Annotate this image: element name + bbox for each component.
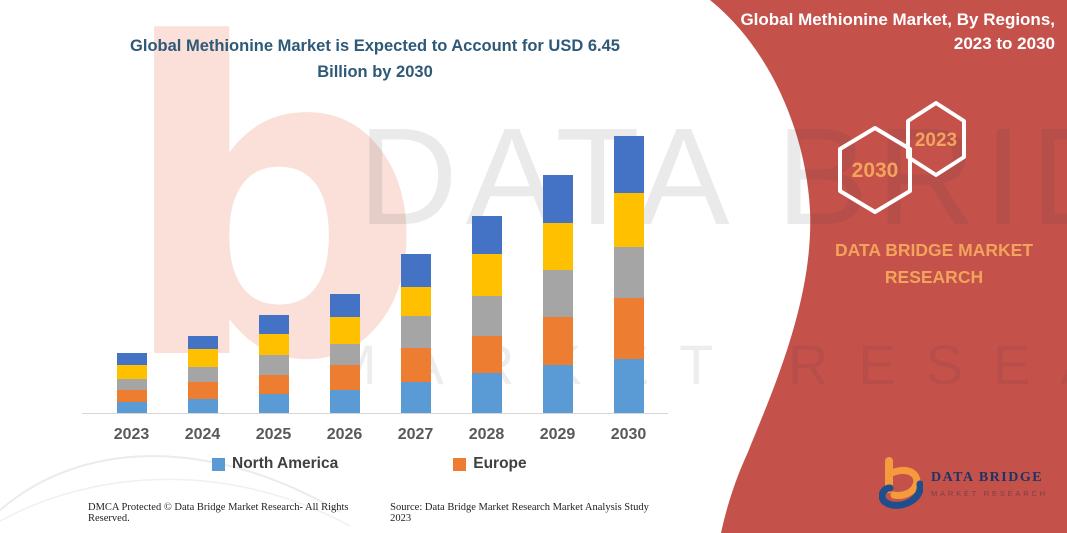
bar-segment (471, 336, 502, 373)
bar-segment (400, 382, 431, 413)
bar-segment (542, 317, 573, 365)
bar-segment (613, 298, 644, 359)
bar-segment (187, 399, 218, 413)
bar-segment (258, 315, 289, 334)
databridge-logo: DATA BRIDGE MARKET RESEARCH (879, 457, 1048, 511)
bar-segment (613, 247, 644, 298)
bar-segment (187, 382, 218, 399)
x-axis-line (82, 413, 668, 414)
x-axis-labels: 2023 2024 2025 2026 2027 2028 2029 2030 (96, 426, 664, 444)
legend-label: North America (232, 455, 339, 472)
bar-segment (329, 365, 360, 390)
bar-segment (542, 365, 573, 413)
x-axis-label: 2023 (113, 426, 150, 443)
bar-segment (471, 373, 502, 413)
databridge-logo-icon (879, 457, 923, 509)
brand-wordmark: DATA BRIDGE MARKET RESEARCH (808, 237, 1060, 291)
x-axis-label: 2028 (468, 426, 505, 443)
hexagon-2030: 2030 (838, 126, 912, 214)
legend: North America Europe (96, 455, 664, 473)
bar-segment (258, 355, 289, 375)
hexagon-2023-label: 2023 (915, 130, 957, 151)
plot-area (96, 128, 664, 413)
legend-item-north-america: North America (212, 455, 338, 473)
bar-segment (187, 336, 218, 349)
bar-column-2026 (309, 294, 380, 413)
bar-column-2024 (167, 336, 238, 413)
x-axis-label: 2029 (539, 426, 576, 443)
bar-segment (400, 316, 431, 348)
bar-segment (613, 359, 644, 413)
bar-segment (542, 175, 573, 223)
chart-title: Global Methionine Market is Expected to … (95, 33, 655, 86)
footer-dmca-text: DMCA Protected © Data Bridge Market Rese… (88, 502, 349, 524)
x-axis-label: 2024 (184, 426, 221, 443)
sidebar-title: Global Methionine Market, By Regions, 20… (715, 8, 1055, 56)
bar-segment (542, 223, 573, 270)
hexagon-2030-label: 2030 (852, 159, 899, 182)
bar-segment (400, 254, 431, 287)
bar-column-2030 (593, 136, 664, 413)
bar-segment (471, 296, 502, 336)
chart-title-line2: Billion by 2030 (317, 63, 433, 82)
legend-label: Europe (473, 455, 527, 472)
hexagon-2023: 2023 (906, 101, 966, 177)
bar-segment (258, 394, 289, 413)
bar-segment (329, 344, 360, 365)
hexagon-2023-outline (906, 101, 966, 177)
red-panel-shape (710, 0, 1067, 533)
bar-segment (613, 193, 644, 247)
bar-segment (542, 270, 573, 317)
legend-item-europe: Europe (453, 455, 527, 473)
brand-line1: DATA BRIDGE MARKET (835, 240, 1033, 260)
bar-segment (116, 379, 147, 390)
footer-source-text: Source: Data Bridge Market Research Mark… (390, 502, 649, 524)
watermark-text-small: MARKET RESEARCH (330, 333, 1067, 396)
legend-swatch (453, 457, 467, 471)
bar-column-2025 (238, 315, 309, 413)
x-axis-label: 2027 (397, 426, 434, 443)
bar-segment (329, 294, 360, 317)
bar-column-2027 (380, 254, 451, 413)
chart-title-line1: Global Methionine Market is Expected to … (130, 37, 620, 55)
sidebar-title-line2: 2023 to 2030 (953, 33, 1055, 53)
bar-segment (400, 348, 431, 382)
bar-segment (329, 317, 360, 344)
x-axis-label: 2026 (326, 426, 363, 443)
bar-segment (116, 353, 147, 365)
bar-segment (116, 390, 147, 402)
watermark-swoosh-arcs (0, 455, 351, 527)
bar-segment (471, 254, 502, 296)
bar-segment (258, 334, 289, 355)
x-axis-label: 2025 (255, 426, 292, 443)
bar-segment (258, 375, 289, 394)
bar-column-2028 (451, 216, 522, 413)
bar-column-2023 (96, 353, 167, 413)
sidebar-title-line1: Global Methionine Market, By Regions, (740, 10, 1055, 29)
bar-segment (116, 402, 147, 413)
bar-segment (187, 349, 218, 367)
bar-segment (613, 136, 644, 193)
logo-tagline: MARKET RESEARCH (931, 489, 1048, 498)
footer: DMCA Protected © Data Bridge Market Rese… (88, 502, 670, 524)
x-axis-label: 2030 (610, 426, 647, 443)
databridge-logo-text: DATA BRIDGE MARKET RESEARCH (931, 470, 1048, 498)
bar-segment (187, 367, 218, 382)
legend-swatch (212, 457, 225, 471)
bar-segment (329, 390, 360, 413)
hexagon-badges: 2030 2023 (838, 101, 966, 214)
bar-segment (400, 287, 431, 316)
bar-segment (471, 216, 502, 254)
logo-name: DATA BRIDGE (931, 470, 1044, 485)
brand-line2: RESEARCH (884, 267, 984, 288)
bar-column-2029 (522, 175, 593, 413)
bar-segment (116, 365, 147, 379)
